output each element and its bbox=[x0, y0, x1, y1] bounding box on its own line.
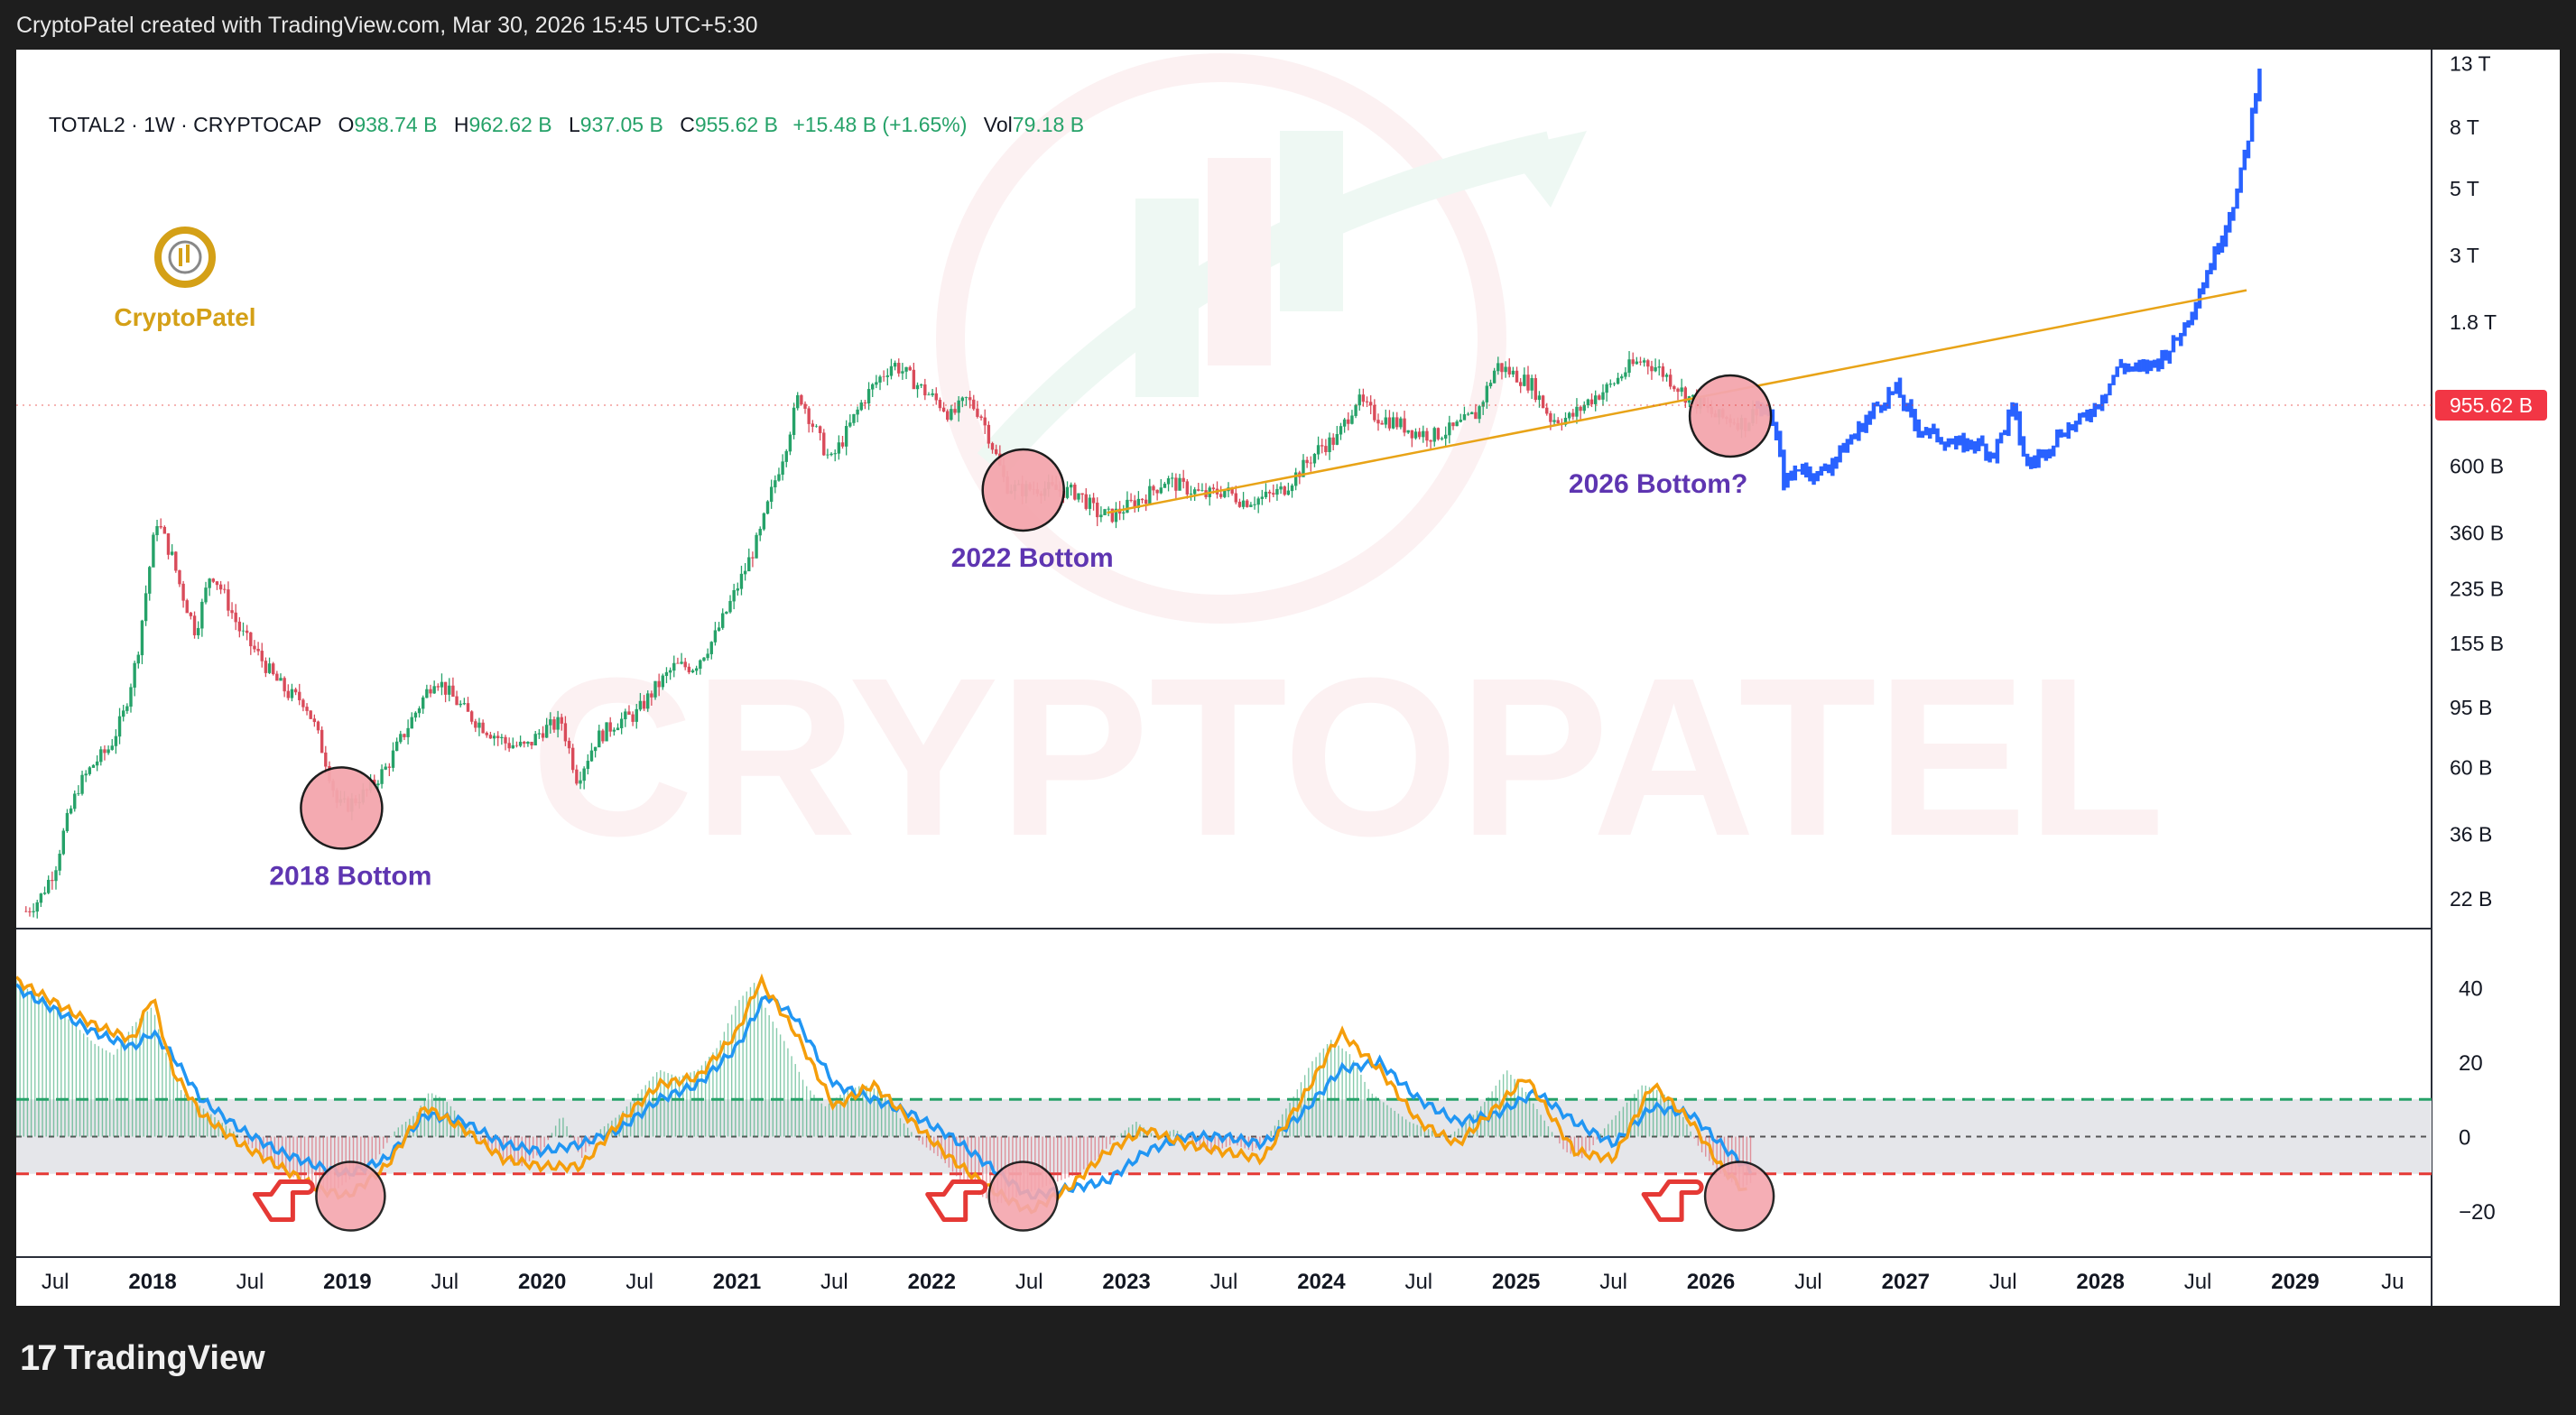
time-tick-label: Jul bbox=[431, 1270, 459, 1294]
footer-bar: 17 TradingView bbox=[0, 1306, 2576, 1415]
time-tick-label: 2026 bbox=[1687, 1270, 1735, 1294]
price-badge bbox=[2435, 390, 2547, 421]
watermark-text: CRYPTOPATEL bbox=[531, 631, 2164, 883]
orange-oscillator-line bbox=[16, 973, 1747, 1215]
close-value: 955.62 B bbox=[694, 113, 778, 136]
price-tick-label: 5 T bbox=[2450, 177, 2479, 200]
close-label: C bbox=[680, 113, 695, 136]
price-tick-label: 22 B bbox=[2450, 887, 2492, 911]
price-tick-label: 36 B bbox=[2450, 822, 2492, 846]
bottom-annotations: 2018 Bottom 2022 Bottom 2026 Bottom? bbox=[252, 374, 1775, 1232]
price-candles bbox=[24, 351, 1758, 919]
chart-canvas[interactable]: CRYPTOPATEL 2018 Bottom 2022 Bottom 2026 B… bbox=[16, 50, 2560, 1306]
volume-value: 79.18 B bbox=[1012, 113, 1085, 136]
oscillator-tick-label: −20 bbox=[2459, 1200, 2496, 1225]
time-tick-label: 2023 bbox=[1102, 1270, 1150, 1294]
price-badge-group: 955.62 B bbox=[16, 390, 2547, 421]
open-label: O bbox=[338, 113, 355, 136]
tradingview-wordmark: TradingView bbox=[63, 1339, 265, 1377]
price-tick-label: 360 B bbox=[2450, 522, 2504, 545]
time-tick-label: 2018 bbox=[128, 1270, 176, 1294]
bottom-circle bbox=[300, 766, 384, 850]
time-tick-label: 2019 bbox=[323, 1270, 371, 1294]
bottom-label: 2026 Bottom? bbox=[1569, 469, 1747, 499]
oscillator-axis[interactable]: 40 20 0 −20 bbox=[2459, 977, 2496, 1225]
price-axis[interactable]: 13 T 8 T 5 T 3 T 1.8 T 600 B 360 B 235 B 155 B 95… bbox=[2450, 51, 2504, 910]
change-value: +15.48 B (+1.65%) bbox=[792, 113, 968, 136]
bottom-label: 2022 Bottom bbox=[951, 543, 1114, 573]
trendline bbox=[1107, 289, 2247, 514]
volume-label: Vol bbox=[983, 113, 1013, 136]
time-tick-label: Jul bbox=[2184, 1270, 2212, 1294]
price-tick-label: 600 B bbox=[2450, 455, 2504, 478]
support-trendline bbox=[1107, 289, 2247, 514]
high-label: H bbox=[453, 113, 469, 136]
oscillator-lines bbox=[16, 973, 1753, 1215]
low-value: 937.05 B bbox=[579, 113, 663, 136]
symbol-legend: TOTAL2 · 1W · CRYPTOCAP O938.74 B H962.6… bbox=[49, 113, 1084, 137]
time-tick-label: 2021 bbox=[713, 1270, 761, 1294]
price-tick-label: 8 T bbox=[2450, 116, 2479, 139]
oscillator-bottom-circle bbox=[987, 1161, 1059, 1232]
price-tick-label: 1.8 T bbox=[2450, 310, 2497, 334]
time-tick-label: 2024 bbox=[1297, 1270, 1346, 1294]
pointing-hand-icon bbox=[252, 1179, 315, 1222]
high-value: 962.62 B bbox=[468, 113, 552, 136]
time-tick-label: 2022 bbox=[908, 1270, 956, 1294]
chart-frame[interactable]: CRYPTOPATEL 2018 Bottom 2022 Bottom 2026 B… bbox=[16, 50, 2560, 1306]
time-tick-label: Jul bbox=[625, 1270, 653, 1294]
oscillator-tick-label: 40 bbox=[2459, 977, 2483, 1002]
open-value: 938.74 B bbox=[354, 113, 438, 136]
price-tick-label: 235 B bbox=[2450, 577, 2504, 600]
time-tick-label: 2025 bbox=[1492, 1270, 1540, 1294]
low-label: L bbox=[568, 113, 580, 136]
price-tick-label: 13 T bbox=[2450, 51, 2491, 75]
blue-oscillator-line bbox=[16, 983, 1753, 1200]
time-tick-label: Jul bbox=[1015, 1270, 1043, 1294]
time-tick-label: 2020 bbox=[518, 1270, 566, 1294]
tradingview-mark-icon: 17 bbox=[20, 1338, 57, 1378]
oscillator-tick-label: 0 bbox=[2459, 1126, 2470, 1151]
bottom-label: 2018 Bottom bbox=[269, 861, 431, 891]
bottom-circle bbox=[1688, 374, 1773, 458]
tradingview-logo[interactable]: 17 TradingView bbox=[20, 1338, 265, 1379]
time-axis[interactable]: Jul 2018 Jul 2019 Jul 2020 Jul 2021 Jul 2022 Jul 20… bbox=[42, 1270, 2405, 1294]
time-tick-label: Ju bbox=[2381, 1270, 2404, 1294]
oscillator-bottom-circle bbox=[1703, 1161, 1775, 1232]
time-tick-label: 2027 bbox=[1882, 1270, 1930, 1294]
pointing-hand-icon bbox=[925, 1179, 988, 1222]
symbol-name: TOTAL2 · 1W · CRYPTOCAP bbox=[49, 113, 322, 136]
watermark: CRYPTOPATEL bbox=[531, 53, 2164, 883]
time-tick-label: Jul bbox=[1794, 1270, 1822, 1294]
credit-bar: CryptoPatel created with TradingView.com… bbox=[0, 0, 2576, 51]
brand-name: CryptoPatel bbox=[114, 303, 256, 331]
price-badge-label: 955.62 B bbox=[2450, 393, 2533, 417]
time-tick-label: Jul bbox=[820, 1270, 848, 1294]
pointing-hand-icon bbox=[1641, 1179, 1704, 1222]
oscillator-bottom-circle bbox=[315, 1161, 386, 1232]
credit-text: CryptoPatel created with TradingView.com… bbox=[16, 13, 758, 38]
time-tick-label: 2028 bbox=[2076, 1270, 2124, 1294]
bottom-circle bbox=[981, 448, 1065, 532]
price-tick-label: 60 B bbox=[2450, 755, 2492, 779]
projection-path bbox=[1756, 69, 2262, 491]
time-tick-label: Jul bbox=[1404, 1270, 1432, 1294]
price-tick-label: 155 B bbox=[2450, 632, 2504, 655]
coin-icon bbox=[154, 227, 216, 288]
time-tick-label: Jul bbox=[1599, 1270, 1627, 1294]
oscillator-tick-label: 20 bbox=[2459, 1051, 2483, 1076]
price-tick-label: 95 B bbox=[2450, 696, 2492, 719]
time-tick-label: 2029 bbox=[2271, 1270, 2319, 1294]
price-tick-label: 3 T bbox=[2450, 244, 2479, 267]
time-tick-label: Jul bbox=[1989, 1270, 2017, 1294]
time-tick-label: Jul bbox=[42, 1270, 69, 1294]
brand-logo: CryptoPatel bbox=[99, 221, 271, 332]
time-tick-label: Jul bbox=[1210, 1270, 1238, 1294]
time-tick-label: Jul bbox=[236, 1270, 264, 1294]
